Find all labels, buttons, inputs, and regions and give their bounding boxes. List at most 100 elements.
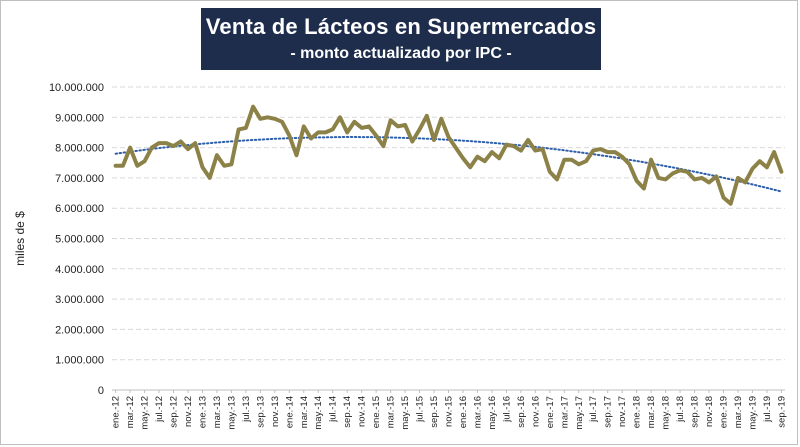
x-tick-label: sep.-18 [690,396,701,428]
x-tick-label: nov.-17 [617,396,628,427]
series-points [114,105,783,206]
x-tick-label: may.-15 [400,396,411,430]
y-tick-label: 1.000.000 [55,355,104,367]
data-point [736,176,740,180]
data-point [338,115,342,119]
data-point [331,127,335,131]
data-point [635,179,639,183]
data-point [324,130,327,134]
x-tick-label: ene.-13 [197,396,208,428]
data-point [251,105,255,109]
data-point [244,126,248,130]
data-point [222,164,226,168]
data-point [201,165,204,169]
x-tick-label: sep.-19 [776,396,787,428]
data-point [389,118,393,122]
x-tick-label: mar.-15 [386,396,397,428]
x-tick-label: jul.-15 [415,396,426,423]
x-tick-label: mar.-19 [733,396,744,428]
data-point [519,149,523,153]
data-point [316,130,320,134]
data-point [613,150,617,154]
x-tick-label: may.-17 [574,396,585,430]
y-tick-label: 10.000.000 [49,82,104,94]
data-point [627,162,631,166]
y-tick-label: 9.000.000 [55,112,104,124]
data-point [352,120,356,124]
data-point [693,177,696,181]
data-point [135,164,139,168]
y-tick-label: 7.000.000 [55,173,104,185]
data-point [280,120,284,124]
chart-title: Venta de Lácteos en Supermercados [205,14,597,39]
x-tick-label: nov.-14 [357,396,368,427]
data-point [381,144,385,148]
data-point [114,164,118,168]
data-point [591,149,595,153]
x-tick-label: ene.-14 [284,396,295,428]
x-tick-label: ene.-15 [371,396,382,428]
x-tick-label: mar.-16 [472,396,483,428]
data-point [439,117,443,121]
x-tick-label: sep.-13 [255,396,266,428]
data-point [700,176,704,180]
data-point [309,137,313,140]
x-tick-label: ene.-16 [458,396,469,428]
data-point [562,158,566,162]
data-point [570,158,573,162]
x-tick-label: mar.-17 [559,396,570,428]
data-point [664,177,668,181]
data-point [671,171,675,175]
x-tick-label: nov.-12 [183,396,194,427]
y-tick-label: 3.000.000 [55,294,104,306]
x-tick-label: sep.-14 [342,396,353,428]
y-axis-ticks: 0 1.000.000 2.000.000 3.000.000 4.000.000 5.0… [49,82,104,397]
data-point [258,117,262,121]
x-tick-label: may.-12 [140,396,151,430]
x-tick-label: may.-13 [226,396,237,430]
data-point [447,135,450,139]
data-point [374,134,378,137]
data-point [548,170,552,174]
data-point [215,153,219,157]
x-tick-label: nov.-18 [704,396,715,427]
data-point [128,146,132,150]
y-tick-label: 8.000.000 [55,143,104,155]
data-point [533,149,537,153]
chart-title-box: Venta de Lácteos en Supermercados - mont… [201,8,601,70]
data-point [577,162,581,166]
x-tick-label: ene.-12 [111,396,122,428]
y-tick-label: 2.000.000 [55,324,104,336]
data-point [273,117,277,121]
data-point [425,114,429,118]
data-point [403,123,407,127]
data-point [497,156,501,160]
data-point [707,180,711,184]
y-tick-label: 4.000.000 [55,264,104,276]
data-point [656,176,660,180]
data-point [606,150,610,154]
data-point [432,138,436,142]
data-point [642,187,646,190]
x-tick-label: mar.-14 [299,396,310,428]
data-point [483,159,487,163]
data-point [179,140,183,143]
data-point [193,141,197,145]
y-tick-label: 6.000.000 [55,203,104,215]
data-point [410,140,414,143]
data-point [526,138,530,142]
x-tick-label: mar.-12 [125,396,136,428]
x-tick-label: ene.-17 [545,396,556,428]
data-point [266,115,270,119]
data-point [287,134,291,137]
x-tick-label: may.-18 [661,396,672,430]
data-point [685,170,689,174]
data-point [143,159,147,163]
data-point [678,168,682,172]
x-tick-label: jul.-16 [501,396,512,423]
data-point [743,180,747,184]
data-point [758,159,762,163]
data-point [302,124,306,128]
